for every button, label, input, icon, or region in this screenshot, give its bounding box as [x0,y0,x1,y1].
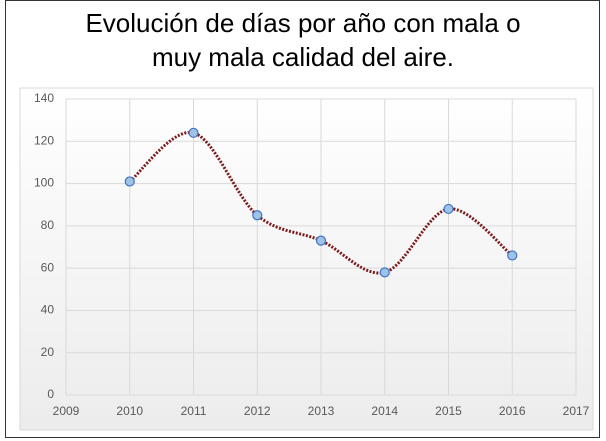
point [252,210,263,221]
y-tick-label: 100 [34,176,54,190]
point [443,203,454,215]
x-tick-label: 2016 [499,404,526,418]
x-tick-label: 2017 [563,404,590,418]
y-tick-label: 20 [41,345,55,359]
x-tick-label: 2010 [116,404,143,418]
point [507,250,518,261]
x-tick-label: 2011 [181,404,207,418]
point [315,235,327,246]
y-tick-label: 60 [41,260,55,274]
frame [5,0,600,438]
y-tick-label: 80 [41,218,55,232]
point [188,127,199,138]
chart-title: Evolución de días por año con mala o muy… [85,8,521,72]
x-tick-label: 2012 [244,404,271,418]
plot-area [19,87,594,431]
point [124,176,135,187]
y-tick-label: 0 [47,387,54,401]
x-tick-label: 2014 [371,404,398,418]
y-tick-label: 120 [34,133,54,147]
point [379,267,390,278]
x-tick-label: 2013 [308,404,335,418]
x-tick-label: 2015 [435,404,462,418]
y-tick-label: 140 [34,91,54,105]
x-tick-label: 2009 [53,404,80,418]
y-tick-label: 40 [41,303,55,317]
